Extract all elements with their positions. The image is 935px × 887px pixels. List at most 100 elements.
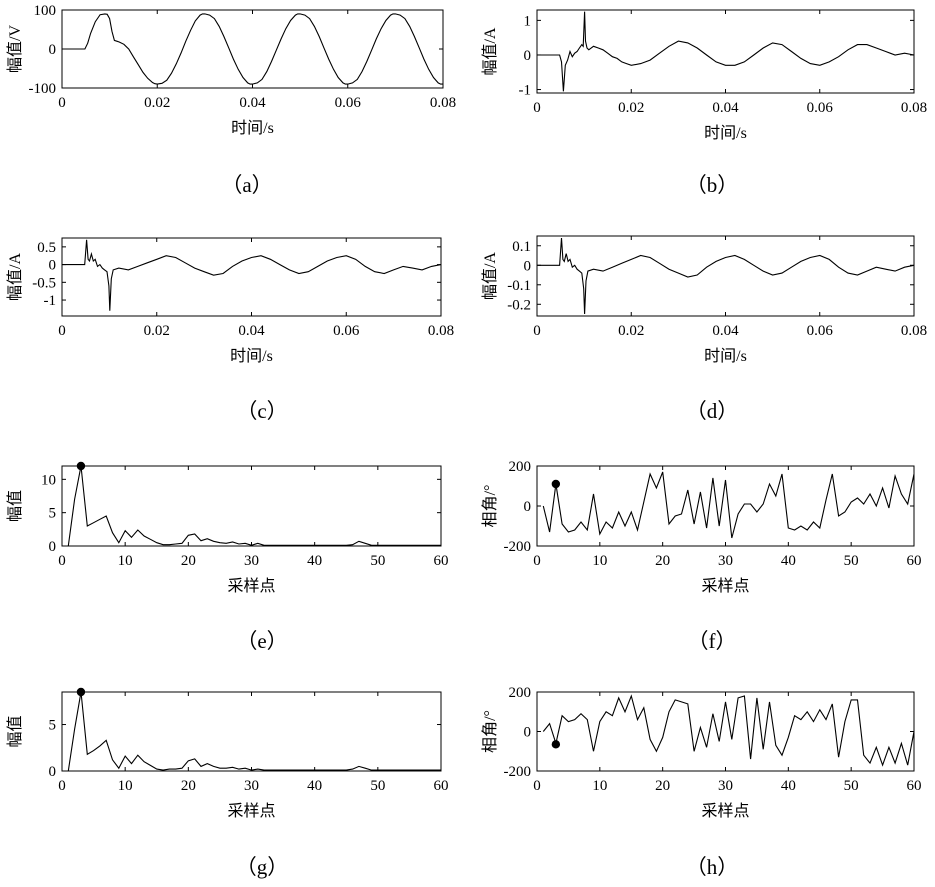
x-tick-label: 20	[655, 553, 670, 569]
x-axis-label: 采样点	[701, 802, 749, 820]
x-tick-label: 20	[655, 778, 670, 794]
x-tick-label: 0.04	[712, 323, 739, 339]
y-tick-label: 1	[524, 13, 532, 29]
y-tick-label: 200	[509, 685, 532, 701]
x-tick-label: 40	[307, 778, 322, 794]
y-tick-label: 0	[524, 499, 532, 515]
y-tick-label: 5	[49, 506, 57, 522]
x-tick-label: 0	[533, 778, 541, 794]
y-axis-label: 幅值/V	[6, 25, 24, 73]
y-tick-label: -0.1	[507, 278, 531, 294]
panel-caption: （h）	[686, 855, 739, 879]
x-tick-label: 60	[907, 778, 922, 794]
panel-caption: （b）	[686, 173, 739, 197]
y-tick-label: 0.5	[37, 240, 56, 256]
panel-f: 01020304050602000-200采样点相角/°（f）	[481, 459, 922, 653]
x-tick-label: 50	[844, 778, 859, 794]
y-tick-label: 200	[509, 459, 532, 475]
plot-frame-e	[62, 466, 441, 546]
series-line-e	[68, 466, 441, 546]
x-tick-label: 60	[434, 778, 449, 794]
x-tick-label: 0	[58, 778, 66, 794]
x-tick-label: 0.08	[901, 323, 927, 339]
x-tick-label: 0.02	[618, 100, 644, 116]
plot-frame-g	[62, 692, 441, 771]
x-axis-label: 时间/s	[704, 347, 747, 365]
x-tick-label: 20	[181, 778, 196, 794]
y-axis-label: 幅值	[6, 490, 24, 522]
x-tick-label: 50	[370, 778, 385, 794]
highlight-point-g	[77, 688, 85, 696]
x-axis-label: 采样点	[227, 577, 275, 595]
panel-caption: （f）	[688, 629, 737, 653]
x-tick-label: 40	[781, 778, 796, 794]
x-tick-label: 0.02	[144, 323, 170, 339]
y-axis-label: 幅值	[6, 715, 24, 747]
plot-frame-b	[537, 10, 914, 93]
y-tick-label: -200	[504, 539, 532, 555]
x-tick-label: 60	[434, 553, 449, 569]
plot-frame-a	[62, 10, 443, 88]
y-tick-label: 5	[49, 718, 57, 734]
panel-d: 00.020.040.060.080.10-0.1-0.2时间/s幅值/A（d）	[481, 236, 927, 423]
x-tick-label: 0.06	[807, 100, 834, 116]
series-line-h	[543, 696, 914, 765]
x-tick-label: 30	[718, 553, 733, 569]
x-tick-label: 30	[244, 778, 259, 794]
x-tick-label: 0.08	[428, 323, 454, 339]
plot-frame-d	[537, 236, 914, 316]
x-tick-label: 0.02	[144, 95, 170, 111]
x-axis-label: 时间/s	[231, 119, 274, 137]
panel-caption: （d）	[686, 399, 739, 423]
x-tick-label: 10	[592, 778, 607, 794]
x-axis-label: 时间/s	[704, 124, 747, 142]
x-tick-label: 50	[370, 553, 385, 569]
series-line-a	[62, 14, 443, 84]
panel-caption: （a）	[221, 173, 272, 197]
x-tick-label: 0	[533, 553, 541, 569]
x-tick-label: 0	[58, 553, 66, 569]
x-tick-label: 40	[307, 553, 322, 569]
x-tick-label: 50	[844, 553, 859, 569]
highlight-point-f	[552, 480, 560, 488]
y-tick-label: 0	[524, 258, 532, 274]
y-tick-label: 0.1	[512, 239, 531, 255]
panel-caption: （e）	[236, 629, 287, 653]
x-tick-label: 0.06	[807, 323, 834, 339]
x-tick-label: 30	[244, 553, 259, 569]
plot-frame-f	[537, 466, 914, 546]
y-axis-label: 相角/°	[481, 710, 499, 753]
highlight-point-h	[552, 740, 560, 748]
highlight-point-e	[77, 462, 85, 470]
x-tick-label: 10	[118, 553, 133, 569]
y-axis-label: 相角/°	[481, 485, 499, 528]
series-line-b	[537, 12, 914, 92]
x-tick-label: 0.04	[239, 95, 266, 111]
x-tick-label: 0.04	[712, 100, 739, 116]
y-tick-label: -200	[504, 764, 532, 780]
plot-frame-c	[62, 238, 441, 316]
x-tick-label: 0.02	[618, 323, 644, 339]
y-tick-label: -0.5	[32, 275, 56, 291]
y-tick-label: 10	[41, 472, 56, 488]
series-line-d	[537, 238, 914, 314]
x-tick-label: 0	[58, 323, 66, 339]
x-tick-label: 30	[718, 778, 733, 794]
x-tick-label: 10	[592, 553, 607, 569]
y-tick-label: -1	[44, 293, 57, 309]
x-axis-label: 时间/s	[230, 347, 273, 365]
x-tick-label: 40	[781, 553, 796, 569]
y-tick-label: -0.2	[507, 297, 531, 313]
x-tick-label: 0.06	[333, 323, 360, 339]
y-tick-label: 0	[49, 258, 57, 274]
series-line-f	[543, 472, 914, 538]
x-tick-label: 20	[181, 553, 196, 569]
x-tick-label: 0.06	[335, 95, 362, 111]
panel-c: 00.020.040.060.080.50-0.5-1时间/s幅值/A（c）	[6, 238, 454, 423]
series-line-g	[68, 692, 441, 771]
panel-b: 00.020.040.060.0810-1时间/s幅值/A（b）	[481, 10, 927, 197]
panel-caption: （c）	[236, 399, 287, 423]
y-axis-label: 幅值/A	[481, 27, 499, 75]
panel-g: 010203040506050采样点幅值（g）	[6, 688, 449, 879]
